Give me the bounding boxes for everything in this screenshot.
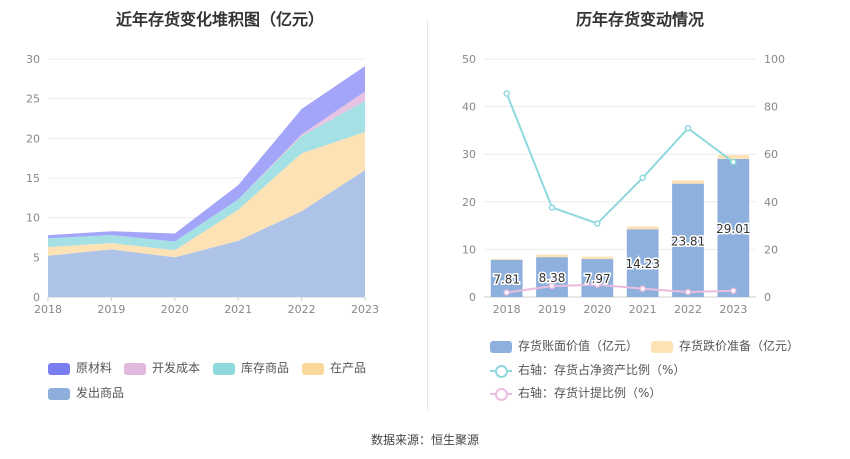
legend-label: 库存商品 [241,361,290,375]
line-point [594,220,601,227]
line-series-右轴：存货占净资产比例（%） [505,93,734,225]
bar-data-label: 8.38 [539,271,566,285]
line-point [730,287,737,295]
legend-label: 存货跌价准备（亿元） [679,339,800,353]
y-tick-label: 0 [469,291,476,304]
y-tick-label: 40 [462,101,476,114]
legend-swatch [302,362,324,375]
bar-impairment [626,226,659,230]
legend-swatch [490,340,512,353]
bar-impairment [581,256,614,260]
x-tick-label: 2022 [674,303,702,316]
line-point [684,288,692,296]
legend-swatch [124,362,146,375]
line-point [548,204,556,211]
x-tick-label: 2023 [719,303,747,316]
bar-book-value [536,257,568,297]
y2-tick-label: 100 [764,53,785,66]
data-source: 数据来源：恒生聚源 [370,433,479,447]
y-tick-label: 50 [462,53,476,66]
left-chart-title: 近年存货变化堆积图（亿元） [115,10,324,29]
bar-data-label: 7.97 [584,272,611,286]
legend-line-marker [490,387,512,401]
legend-item-raw-materials[interactable]: 原材料 [48,359,112,376]
bar-impairment [672,180,704,184]
legend-swatch [213,362,235,375]
y2-tick-label: 80 [764,101,778,114]
area-series-在产品 [48,132,365,258]
legend-label: 右轴：存货占净资产比例（%） [518,363,686,377]
stacked-area-chart: 0 5 10 15 20 25 30 2018 2019 2020 2021 2022 2023 [26,53,379,316]
area-series-发出商品 [48,170,365,297]
bar-impairment [490,258,523,260]
legend-label: 发出商品 [76,386,125,400]
legend-item-stock-goods[interactable]: 库存商品 [213,359,289,376]
bar-book-value [581,259,614,297]
y-tick-label: 25 [26,93,40,106]
y-tick-label: 10 [26,212,40,225]
line-point [594,281,601,288]
x-tick-label: 2018 [493,303,521,316]
chart-divider [427,20,428,410]
y2-tick-label: 20 [764,243,778,256]
bar-data-label: 7.81 [493,272,520,286]
legend-item-goods-shipped[interactable]: 发出商品 [48,384,124,401]
legend-item-provision-ratio[interactable]: 右轴：存货计提比例（%） [490,384,661,401]
legend-label: 原材料 [76,361,113,375]
line-point [503,90,510,97]
y-tick-label: 30 [26,53,40,66]
x-tick-label: 2021 [629,303,657,316]
x-tick-label: 2023 [351,303,379,316]
x-tick-label: 2020 [583,303,611,316]
y-tick-label: 30 [462,148,476,161]
y-tick-label: 20 [26,132,40,145]
x-tick-label: 2020 [161,303,189,316]
inventory-bar-line-chart: 0 10 20 30 40 50 0 20 40 60 80 100 2018 2019 2020 2021 2… [462,53,785,316]
legend-label: 开发成本 [152,361,201,375]
x-tick-label: 2018 [34,303,62,316]
y-tick-label: 15 [26,172,40,185]
bar-data-label: 23.81 [671,234,705,248]
y-tick-label: 20 [462,196,476,209]
bar-impairment [536,254,568,258]
legend-swatch [48,362,70,375]
legend-swatch [651,340,673,353]
legend-label: 右轴：存货计提比例（%） [518,386,662,400]
legend-label: 在产品 [330,361,367,375]
line-point [684,125,692,132]
legend-label: 存货账面价值（亿元） [518,339,639,353]
legend-item-work-in-progress[interactable]: 在产品 [302,359,366,376]
line-series-右轴：存货计提比例（%） [506,283,734,294]
legend-item-book-value[interactable]: 存货账面价值（亿元） [490,337,638,354]
bar-data-label: 14.23 [625,257,659,271]
legend-item-development-cost[interactable]: 开发成本 [124,359,200,376]
y-tick-label: 10 [462,243,476,256]
x-tick-label: 2021 [224,303,252,316]
line-point [503,289,510,296]
legend-line-marker [490,364,512,378]
bar-book-value [672,183,704,297]
x-tick-label: 2022 [288,303,316,316]
line-point [639,285,646,292]
line-point [639,174,646,182]
legend-swatch [48,387,70,400]
bar-data-label: 29.01 [716,222,750,236]
line-point [730,158,737,166]
y2-tick-label: 60 [764,148,778,161]
legend-item-impairment[interactable]: 存货跌价准备（亿元） [651,337,799,354]
y-tick-label: 0 [33,291,40,304]
x-tick-label: 2019 [97,303,125,316]
y2-tick-label: 0 [764,291,771,304]
y2-tick-label: 40 [764,196,778,209]
line-point [548,282,556,290]
bar-impairment [717,155,750,159]
x-tick-label: 2019 [538,303,566,316]
y-tick-label: 5 [33,251,40,264]
right-chart-title: 历年存货变动情况 [575,10,704,29]
bar-book-value [717,158,750,297]
legend-item-inventory-ratio[interactable]: 右轴：存货占净资产比例（%） [490,361,685,378]
